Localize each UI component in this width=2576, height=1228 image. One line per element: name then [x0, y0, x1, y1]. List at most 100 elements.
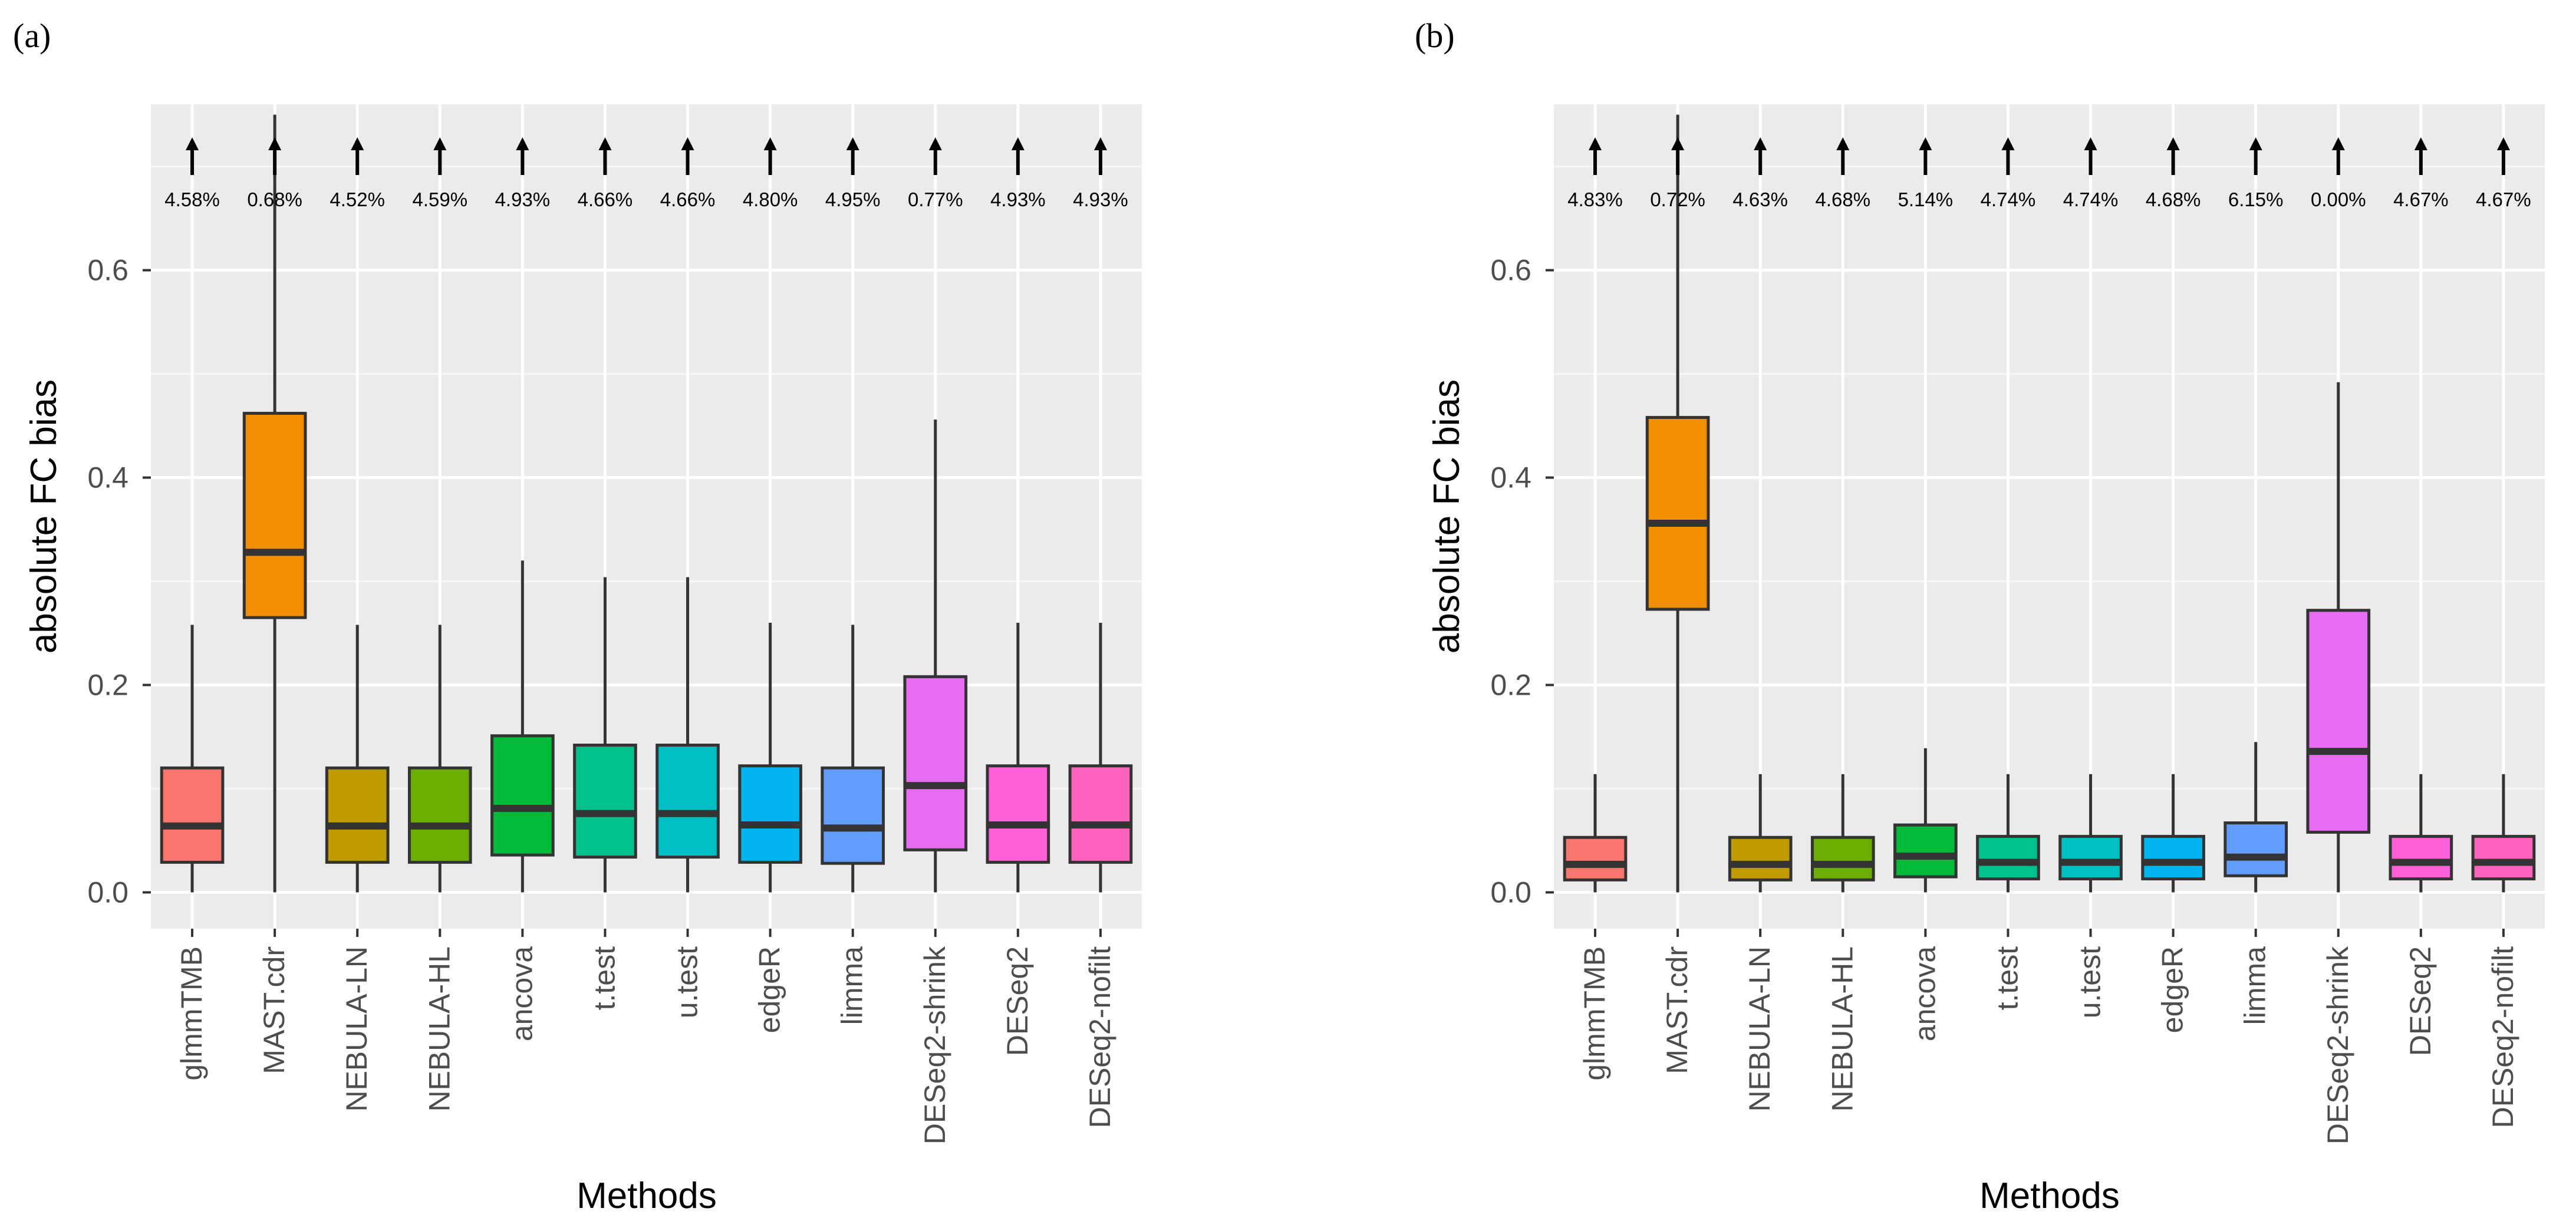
x-tick-label: glmmTMB	[175, 946, 208, 1081]
y-tick-label: 0.4	[87, 461, 129, 494]
x-tick-label: NEBULA-LN	[340, 946, 373, 1112]
x-tick-label: DESeq2-nofilt	[1083, 946, 1116, 1128]
up-arrow-head	[268, 137, 282, 150]
x-tick-label: MAST.cdr	[258, 946, 291, 1074]
up-arrow-head	[763, 137, 777, 150]
boxplot-t-test	[573, 577, 637, 893]
y-tick-label: 0.0	[1490, 876, 1531, 909]
up-arrow-head	[1836, 137, 1850, 150]
up-arrow-head	[1589, 137, 1602, 150]
up-arrow-head	[2496, 137, 2510, 150]
boxplot-edger	[738, 622, 802, 893]
box	[1976, 834, 2040, 881]
x-tick-label: DESeq2	[1001, 946, 1034, 1056]
up-arrow-head	[516, 137, 529, 150]
up-arrow-head	[1093, 137, 1107, 150]
up-arrow-head	[186, 137, 199, 150]
boxplot-deseq2	[986, 622, 1050, 893]
x-tick-label: ancova	[1908, 946, 1941, 1041]
box	[1563, 836, 1628, 882]
boxplot-mast-cdr	[1645, 114, 1710, 893]
box	[2223, 821, 2288, 877]
x-tick-label: limma	[2239, 946, 2272, 1025]
y-tick-label: 0.6	[1490, 254, 1531, 287]
y-tick-label: 0.2	[87, 668, 129, 701]
up-arrow-head	[2001, 137, 2015, 150]
up-arrow-head	[1919, 137, 1932, 150]
box	[1810, 836, 1875, 882]
percent-label: 4.66%	[660, 189, 716, 210]
y-tick-label: 0.6	[87, 254, 129, 287]
x-tick-label: edgeR	[2156, 946, 2189, 1033]
x-axis-title: Methods	[577, 1176, 717, 1216]
x-tick-label: DESeq2-shrink	[918, 946, 951, 1144]
up-arrow-head	[2331, 137, 2345, 150]
boxplot-deseq2	[2389, 774, 2453, 893]
x-tick-label: MAST.cdr	[1661, 946, 1694, 1074]
percent-label: 4.74%	[2063, 189, 2119, 210]
up-arrow-head	[1011, 137, 1025, 150]
percent-label: 4.83%	[1567, 189, 1623, 210]
y-tick-label: 0.4	[1490, 461, 1531, 494]
y-tick-label: 0.2	[1490, 668, 1531, 701]
x-tick-label: u.test	[671, 946, 704, 1018]
percent-label: 4.52%	[330, 189, 385, 210]
percent-label: 0.72%	[1650, 189, 1705, 210]
boxplot-t-test	[1976, 774, 2040, 893]
percent-label: 4.93%	[495, 189, 551, 210]
percent-label: 4.59%	[413, 189, 468, 210]
percent-label: 0.00%	[2311, 189, 2366, 210]
box	[821, 766, 885, 865]
panel-a: (a) 4.58% glmmTMB 0.68% MAST.cdr 4.52% NEBULA-…	[13, 16, 1142, 1216]
box	[2306, 609, 2371, 834]
x-tick-label: t.test	[588, 946, 621, 1010]
x-tick-label: NEBULA-HL	[423, 946, 456, 1112]
x-tick-label: t.test	[1991, 946, 2024, 1010]
box	[738, 764, 802, 864]
percent-label: 6.15%	[2228, 189, 2284, 210]
x-tick-label: DESeq2	[2404, 946, 2437, 1056]
x-tick-label: glmmTMB	[1578, 946, 1611, 1081]
box	[407, 766, 472, 864]
x-tick-label: NEBULA-HL	[1826, 946, 1859, 1112]
boxplot-deseq2-nofilt	[1068, 622, 1133, 893]
percent-label: 4.80%	[743, 189, 798, 210]
percent-label: 4.67%	[2393, 189, 2449, 210]
percent-label: 4.74%	[1981, 189, 2036, 210]
box	[903, 675, 968, 851]
box	[2058, 834, 2123, 881]
boxplot-nebula-ln	[1728, 774, 1793, 893]
x-tick-label: limma	[836, 946, 869, 1025]
percent-label: 4.93%	[1073, 189, 1128, 210]
panel-b: (b) 4.83% glmmTMB 0.72% MAST.cdr 4.63% NEBULA-…	[1415, 16, 2545, 1216]
boxplot-nebula-hl	[407, 625, 472, 893]
box	[325, 766, 390, 864]
boxplot-deseq2-shrink	[903, 419, 968, 893]
box	[986, 764, 1050, 864]
boxplot-nebula-ln	[325, 625, 390, 893]
x-tick-label: DESeq2-shrink	[2321, 946, 2354, 1144]
boxplot-u-test	[2058, 774, 2123, 893]
boxplot-limma	[821, 625, 885, 893]
percent-label: 4.93%	[990, 189, 1046, 210]
percent-label: 4.58%	[164, 189, 220, 210]
boxplot-deseq2-shrink	[2306, 382, 2371, 893]
up-arrow-head	[351, 137, 364, 150]
box	[160, 766, 225, 864]
boxplot-glmmtmb	[1563, 774, 1628, 893]
boxplot-ancova	[490, 560, 555, 893]
x-tick-label: edgeR	[753, 946, 786, 1033]
box	[1068, 764, 1133, 864]
box	[1728, 836, 1793, 882]
boxplot-edger	[2141, 774, 2205, 893]
y-axis-title: absolute FC bias	[24, 379, 64, 653]
up-arrow-head	[2166, 137, 2180, 150]
boxplot-u-test	[655, 577, 720, 893]
up-arrow-head	[1754, 137, 1767, 150]
boxplot-glmmtmb	[160, 625, 225, 893]
boxplot-limma	[2223, 742, 2288, 893]
boxplot-deseq2-nofilt	[2471, 774, 2536, 893]
box	[1645, 415, 1710, 611]
box	[242, 411, 307, 619]
